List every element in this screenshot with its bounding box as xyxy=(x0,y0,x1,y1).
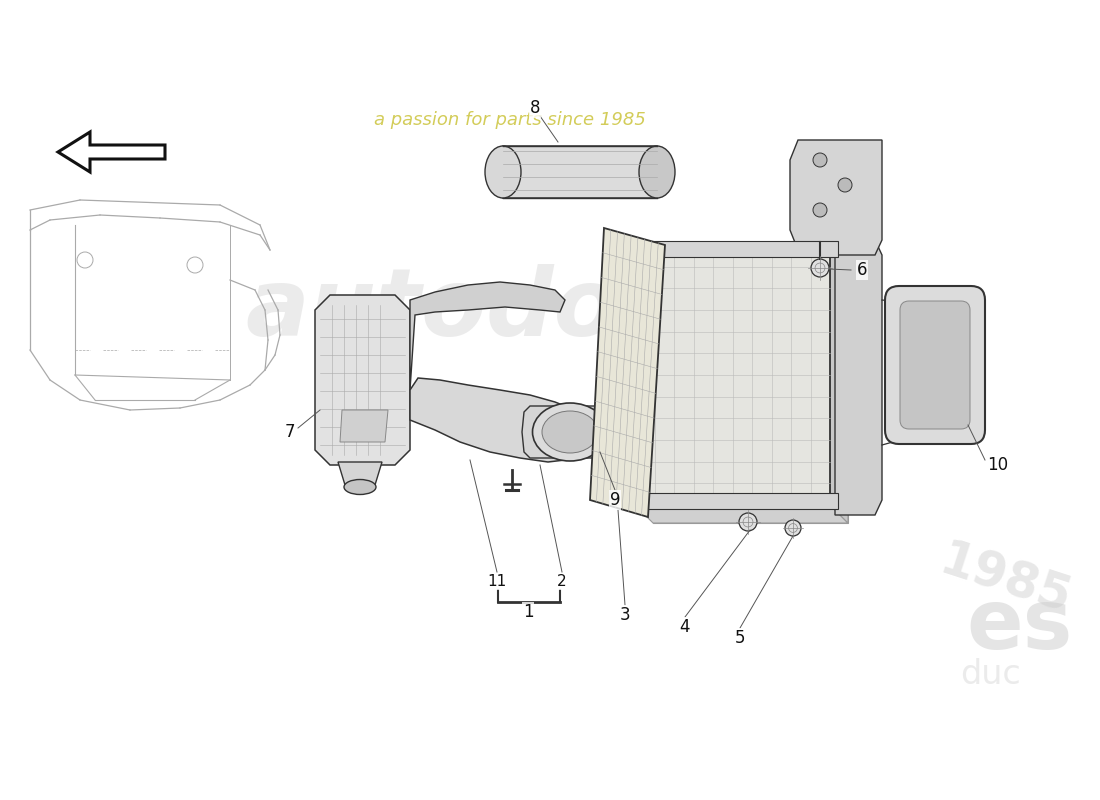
Polygon shape xyxy=(340,410,388,442)
Ellipse shape xyxy=(344,479,376,494)
Circle shape xyxy=(813,153,827,167)
Polygon shape xyxy=(830,245,848,523)
Text: autodoc: autodoc xyxy=(245,264,674,356)
Text: duc: duc xyxy=(959,658,1021,691)
Circle shape xyxy=(739,513,757,531)
Polygon shape xyxy=(635,505,848,523)
Text: 1985: 1985 xyxy=(933,536,1077,624)
Text: 1: 1 xyxy=(522,603,534,621)
Text: es: es xyxy=(967,585,1074,666)
Text: 6: 6 xyxy=(857,261,867,279)
Ellipse shape xyxy=(485,146,521,198)
Text: 11: 11 xyxy=(487,574,507,590)
Polygon shape xyxy=(338,462,382,485)
FancyBboxPatch shape xyxy=(900,301,970,429)
Circle shape xyxy=(838,178,853,192)
Text: 2: 2 xyxy=(558,574,566,590)
Polygon shape xyxy=(790,140,882,255)
Polygon shape xyxy=(627,493,838,509)
Polygon shape xyxy=(410,282,565,390)
Circle shape xyxy=(785,520,801,536)
Circle shape xyxy=(811,259,829,277)
Ellipse shape xyxy=(639,146,675,198)
Polygon shape xyxy=(635,245,830,505)
Text: 3: 3 xyxy=(619,606,630,624)
Ellipse shape xyxy=(532,403,607,461)
Text: 5: 5 xyxy=(735,629,746,647)
Polygon shape xyxy=(627,241,838,257)
Circle shape xyxy=(813,203,827,217)
Polygon shape xyxy=(410,378,575,462)
Text: 9: 9 xyxy=(609,491,620,509)
Ellipse shape xyxy=(542,411,598,453)
Text: 7: 7 xyxy=(285,423,295,441)
Polygon shape xyxy=(835,240,882,515)
Text: 10: 10 xyxy=(988,456,1009,474)
Polygon shape xyxy=(315,295,410,465)
Text: a passion for parts since 1985: a passion for parts since 1985 xyxy=(374,111,646,129)
Text: 8: 8 xyxy=(530,99,540,117)
Polygon shape xyxy=(503,146,657,198)
Polygon shape xyxy=(522,406,620,458)
Text: 4: 4 xyxy=(680,618,691,636)
FancyBboxPatch shape xyxy=(886,286,984,444)
Polygon shape xyxy=(653,263,848,523)
Polygon shape xyxy=(590,228,666,517)
